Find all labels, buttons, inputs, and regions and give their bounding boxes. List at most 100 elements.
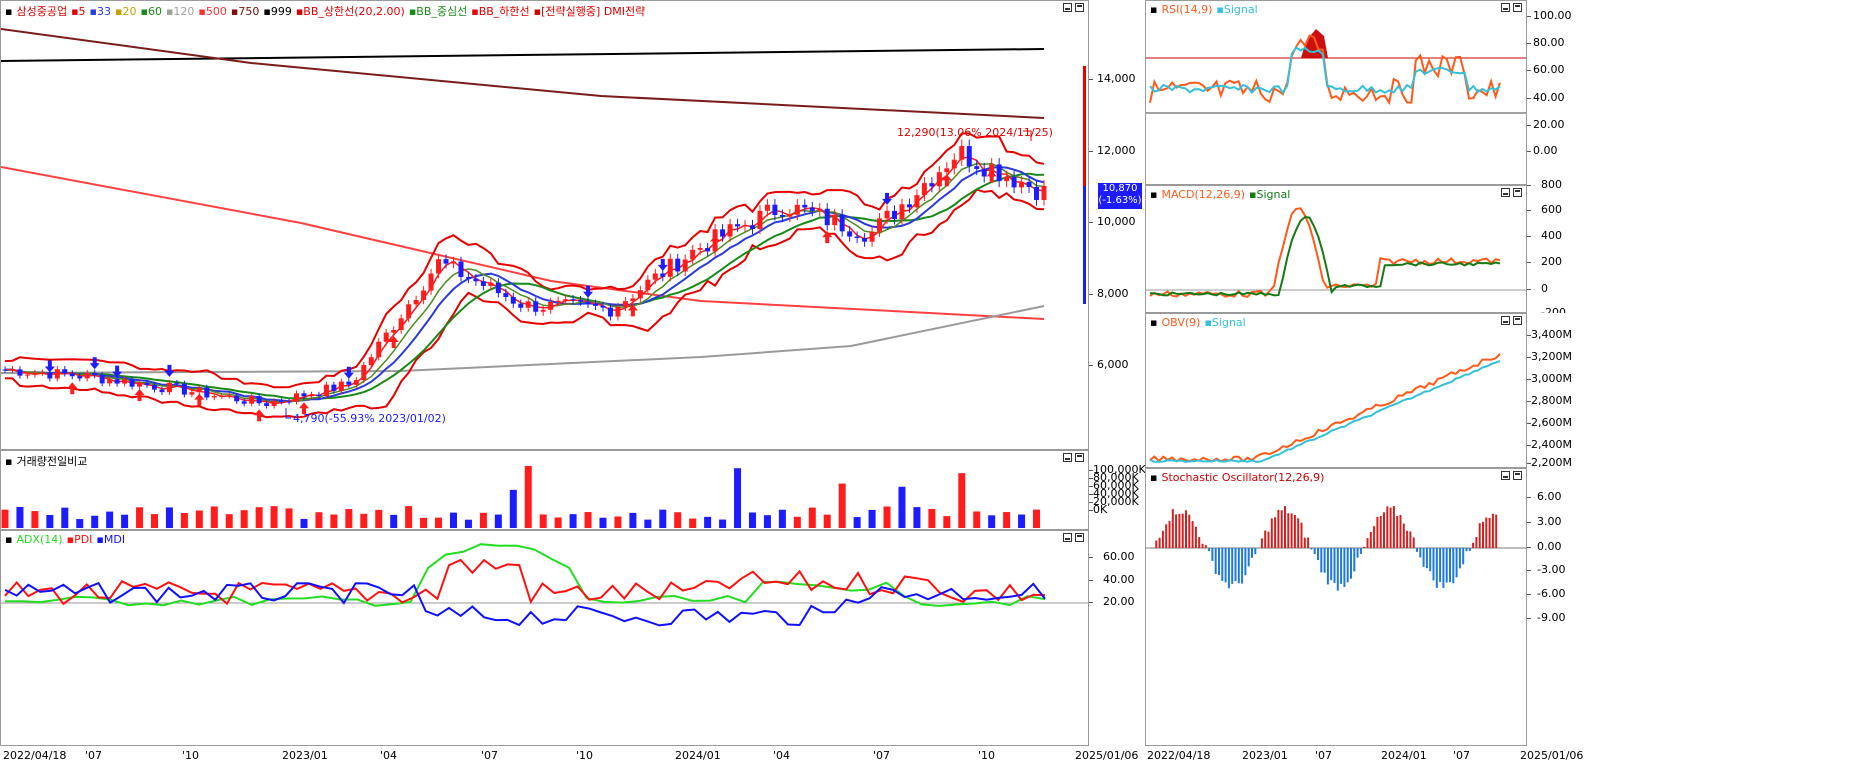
candle <box>279 400 285 402</box>
minimize-button[interactable] <box>1501 188 1510 197</box>
minimize-button[interactable] <box>1063 533 1072 542</box>
sell-arrow <box>164 364 175 377</box>
axis-tick-label: 6.00 <box>1537 490 1562 503</box>
axis-tick-label: 20.00 <box>1103 595 1135 608</box>
dmi-panel[interactable]: ▪ ADX(14) ▪PDI ▪MDI <box>0 530 1089 746</box>
price-legend-item: 33 <box>97 5 112 18</box>
maximize-button[interactable] <box>1075 453 1084 462</box>
candle <box>398 318 404 331</box>
price-legend-item: BB_상한선(20,2.00) <box>303 5 405 18</box>
minimize-button[interactable] <box>1063 453 1072 462</box>
stoch-panel[interactable]: ▪ Stochastic Oscillator(12,26,9) <box>1145 468 1527 746</box>
stoch-bar <box>1402 523 1405 548</box>
maximize-button[interactable] <box>1075 533 1084 542</box>
stoch-bar <box>1462 548 1465 565</box>
volume-bar <box>1003 512 1011 528</box>
candle <box>847 231 853 237</box>
candle <box>735 224 741 227</box>
axis-tick-label: 20,000K <box>1093 495 1139 508</box>
candle <box>264 403 270 406</box>
candle <box>62 369 68 374</box>
candle <box>47 372 53 379</box>
rsi-panel[interactable]: ▪ RSI(14,9) ▪Signal <box>1145 0 1527 185</box>
stoch-bar <box>1399 514 1402 548</box>
axis-tick <box>1527 210 1531 211</box>
macd-signal-line <box>1149 215 1501 297</box>
minimize-button[interactable] <box>1501 3 1510 12</box>
stoch-bar <box>1472 542 1475 548</box>
candle <box>705 247 711 252</box>
maximize-button[interactable] <box>1513 3 1522 12</box>
legend-marker: ▪ <box>1150 471 1158 484</box>
rsi-signal-line <box>1149 46 1501 95</box>
candle <box>1011 176 1017 188</box>
axis-tick-label: 600 <box>1541 203 1562 216</box>
axis-tick <box>1089 510 1093 511</box>
candle <box>510 297 516 304</box>
axis-tick-label: 14,000 <box>1097 72 1136 85</box>
stoch-bar <box>1323 548 1326 573</box>
candle <box>727 224 733 237</box>
axis-tick-label: 0K <box>1093 503 1108 516</box>
stoch-bar <box>1204 545 1207 548</box>
price-panel[interactable]: ▪ 삼성중공업 ▪5 ▪33 ▪20 ▪60 ▪120 ▪500 ▪750 ▪999 ▪BB_상한선… <box>0 0 1089 450</box>
price-axis-bar <box>1083 66 1086 186</box>
stoch-bar <box>1280 510 1283 548</box>
macd-panel[interactable]: ▪ MACD(12,26,9) ▪Signal <box>1145 185 1527 313</box>
stoch-bar <box>1194 526 1197 548</box>
stoch-bar <box>1300 522 1303 548</box>
candle <box>854 236 860 239</box>
volume-panel[interactable]: ▪ 거래량전일비교 <box>0 450 1089 530</box>
maximize-button[interactable] <box>1513 471 1522 480</box>
candle <box>271 400 277 406</box>
volume-bar <box>345 509 353 528</box>
minimize-button[interactable] <box>1501 316 1510 325</box>
candle <box>84 372 90 379</box>
stoch-bar <box>1449 548 1451 583</box>
volume-bar <box>734 468 742 528</box>
maximize-button[interactable] <box>1513 316 1522 325</box>
candle <box>316 394 322 397</box>
volume-bar <box>1 509 9 528</box>
axis-tick-label: 3,200M <box>1531 350 1572 363</box>
axis-tick-label: 60.00 <box>1103 550 1135 563</box>
current-price-value: 10,870 <box>1102 183 1138 194</box>
minimize-button[interactable] <box>1501 471 1510 480</box>
stoch-bar <box>1432 548 1435 581</box>
maximize-button[interactable] <box>1075 3 1084 12</box>
volume-bar <box>405 506 413 528</box>
volume-bar <box>494 514 502 528</box>
volume-bar <box>150 514 158 528</box>
stoch-axis: 6.00 3.00 0.00 -3.00 -6.00 -9.00 <box>1527 468 1571 746</box>
stoch-bar <box>1330 548 1333 581</box>
rsi-legend: ▪ RSI(14,9) ▪Signal <box>1150 3 1262 16</box>
candle <box>219 395 225 397</box>
stoch-bar <box>1396 515 1399 548</box>
candle <box>593 303 599 306</box>
x-axis-label: '07 <box>1315 749 1333 762</box>
axis-tick <box>1527 236 1531 237</box>
candle <box>1041 185 1047 200</box>
high-annotation-leader <box>1023 130 1032 141</box>
volume-bar <box>464 519 472 528</box>
candle <box>585 301 591 304</box>
candle <box>839 214 845 232</box>
candle <box>353 380 359 385</box>
volume-bar <box>868 509 876 528</box>
axis-tick <box>1089 79 1093 80</box>
candle <box>869 231 875 242</box>
candle <box>450 261 456 264</box>
price-legend-item: BB_중심선 <box>416 5 468 18</box>
maximize-button[interactable] <box>1513 188 1522 197</box>
legend-swatch: ▪ <box>165 5 174 18</box>
minimize-button[interactable] <box>1063 3 1072 12</box>
axis-tick-label: 2,200M <box>1531 456 1572 469</box>
stoch-bar <box>1366 538 1369 548</box>
candle <box>107 379 113 384</box>
ma120-line <box>1 305 1045 374</box>
obv-panel[interactable]: ▪ OBV(9) ▪Signal <box>1145 313 1527 468</box>
dmi-legend-item: MDI <box>103 533 126 546</box>
sell-arrow <box>89 357 100 370</box>
candle <box>525 301 531 308</box>
